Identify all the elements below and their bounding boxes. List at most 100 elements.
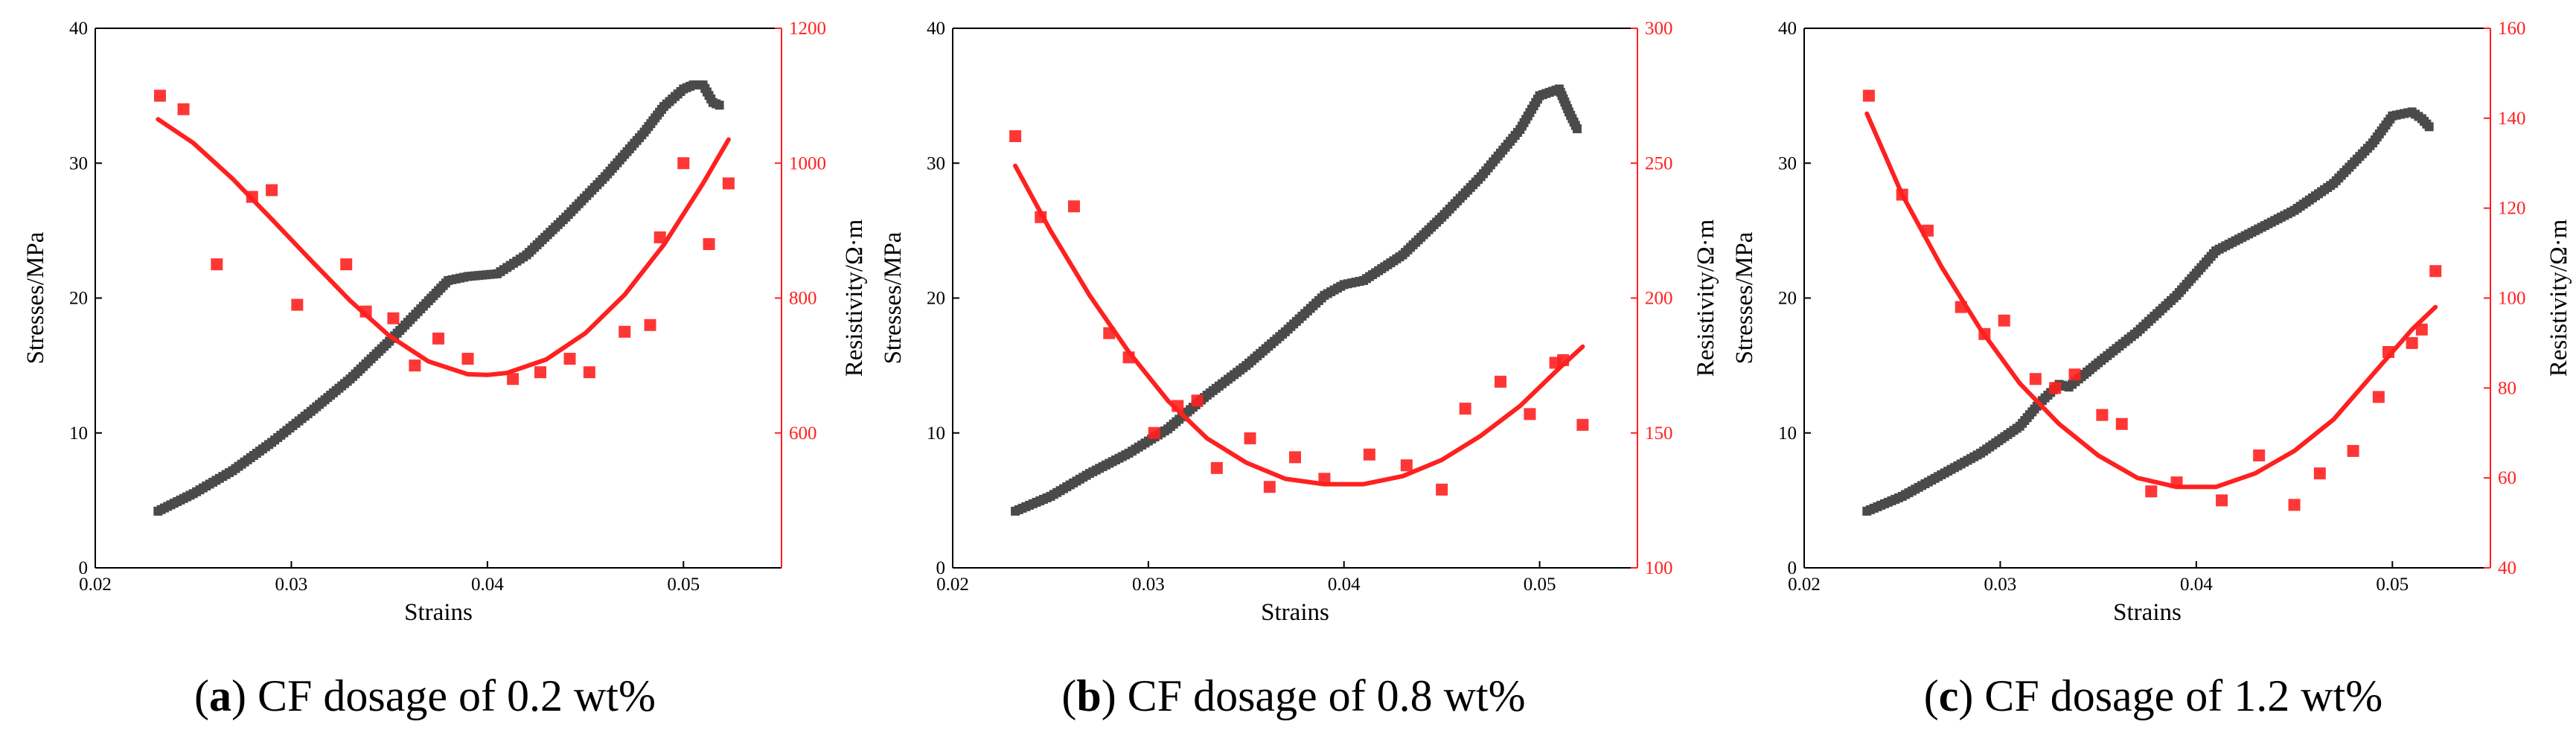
x-tick-label: 0.05 <box>667 575 700 595</box>
resistivity-point <box>2372 391 2385 403</box>
resistivity-point <box>1103 327 1116 339</box>
resistivity-point <box>1978 327 1991 340</box>
resistivity-point <box>1400 459 1413 472</box>
resistivity-point <box>583 366 595 379</box>
x-axis-title: Strains <box>2113 599 2182 626</box>
x-axis-title: Strains <box>404 599 473 626</box>
x-tick-label: 0.02 <box>79 575 112 595</box>
x-tick-label: 0.02 <box>1788 575 1821 595</box>
y-tick-label: 10 <box>69 423 88 444</box>
y2-axis-title: Resistivity/Ω·m <box>1693 219 1719 377</box>
resistivity-point <box>387 312 400 324</box>
resistivity-point <box>1459 403 1471 415</box>
resistivity-point <box>563 353 576 365</box>
resistivity-point <box>359 305 372 318</box>
y2-tick-label: 200 <box>1645 289 1673 309</box>
stress-point <box>1572 124 1582 134</box>
stress-point <box>715 100 724 110</box>
y2-tick-label: 120 <box>2498 199 2526 219</box>
resistivity-point <box>291 298 304 311</box>
resistivity-point <box>1921 224 1934 237</box>
resistivity-point <box>1289 451 1301 464</box>
resistivity-point <box>1998 314 2010 327</box>
resistivity-point <box>1263 481 1276 493</box>
y2-tick-label: 100 <box>2498 289 2526 309</box>
x-tick-label: 0.03 <box>1984 575 2017 595</box>
resistivity-point <box>1363 448 1375 461</box>
y-tick-label: 40 <box>69 19 88 39</box>
resistivity-fit-line <box>1013 163 1585 487</box>
resistivity-point <box>1524 408 1536 420</box>
resistivity-point <box>703 238 715 250</box>
resistivity-point <box>534 366 546 379</box>
x-tick-label: 0.05 <box>1524 575 1556 595</box>
resistivity-point <box>1955 301 1967 313</box>
resistivity-point <box>1035 211 1047 223</box>
y2-tick-label: 150 <box>1645 423 1673 444</box>
chart-panel-c: (c) CF dosage of 1.2 wt% 0.02 0.03 0.04 0.0… <box>1731 19 2572 720</box>
resistivity-point <box>409 359 421 372</box>
y2-tick-label: 60 <box>2498 468 2516 488</box>
resistivity-point <box>507 373 520 386</box>
panel-caption: (c) CF dosage of 1.2 wt% <box>1924 671 2383 720</box>
x-tick-label: 0.02 <box>936 575 969 595</box>
resistivity-point <box>677 157 690 170</box>
y2-tick-label: 100 <box>1645 558 1673 578</box>
y-tick-label: 40 <box>1778 19 1797 39</box>
resistivity-point <box>461 353 474 365</box>
resistivity-point <box>653 231 666 243</box>
x-tick-label: 0.04 <box>471 575 504 595</box>
resistivity-point <box>1009 130 1022 142</box>
y-tick-label: 20 <box>1778 289 1797 309</box>
resistivity-point <box>153 89 166 102</box>
resistivity-point <box>2029 373 2042 386</box>
resistivity-point <box>1557 353 1570 366</box>
x-tick-label: 0.03 <box>1132 575 1165 595</box>
y2-tick-label: 600 <box>789 423 817 444</box>
y-tick-label: 10 <box>927 423 945 444</box>
y-tick-label: 20 <box>69 289 88 309</box>
y-tick-label: 30 <box>927 153 945 173</box>
resistivity-point <box>2170 476 2183 489</box>
y2-tick-label: 160 <box>2498 19 2526 39</box>
y-axis-title: Stresses/MPa <box>1731 231 1758 364</box>
y2-axis-title: Resistivity/Ω·m <box>841 219 868 377</box>
y2-tick-label: 300 <box>1645 19 1673 39</box>
y2-tick-label: 40 <box>2498 558 2516 578</box>
x-tick-label: 0.03 <box>275 575 308 595</box>
resistivity-point <box>722 177 735 190</box>
resistivity-point <box>1862 89 1875 102</box>
resistivity-point <box>246 191 258 203</box>
resistivity-point <box>2068 368 2081 381</box>
resistivity-point <box>2406 336 2418 349</box>
resistivity-point <box>2049 382 2062 394</box>
y-tick-label: 20 <box>927 289 945 309</box>
x-tick-label: 0.05 <box>2376 575 2409 595</box>
resistivity-point <box>1122 351 1135 364</box>
y-axis-title: Stresses/MPa <box>880 231 907 364</box>
y2-tick-label: 800 <box>789 289 817 309</box>
x-axis-title: Strains <box>1261 599 1329 626</box>
resistivity-point <box>1576 418 1589 431</box>
x-tick-label: 0.04 <box>2180 575 2213 595</box>
y-tick-label: 0 <box>1788 558 1797 578</box>
resistivity-point <box>1067 200 1080 213</box>
panel-caption: (b) CF dosage of 0.8 wt% <box>1061 671 1525 720</box>
resistivity-point <box>2216 494 2228 507</box>
y2-tick-label: 1200 <box>789 19 826 39</box>
resistivity-point <box>2288 499 2301 511</box>
y-tick-label: 30 <box>69 153 88 173</box>
y2-axis-title: Resistivity/Ω·m <box>2545 219 2572 377</box>
resistivity-point <box>2115 418 2128 430</box>
y2-tick-label: 80 <box>2498 378 2516 398</box>
y2-tick-label: 1000 <box>789 153 826 173</box>
resistivity-point <box>2429 265 2442 278</box>
y-tick-label: 10 <box>1778 423 1797 444</box>
y-tick-label: 30 <box>1778 153 1797 173</box>
resistivity-point <box>266 184 278 196</box>
y2-tick-label: 250 <box>1645 153 1673 173</box>
resistivity-point <box>340 258 353 271</box>
resistivity-point <box>1191 394 1204 407</box>
resistivity-point <box>2347 444 2359 457</box>
